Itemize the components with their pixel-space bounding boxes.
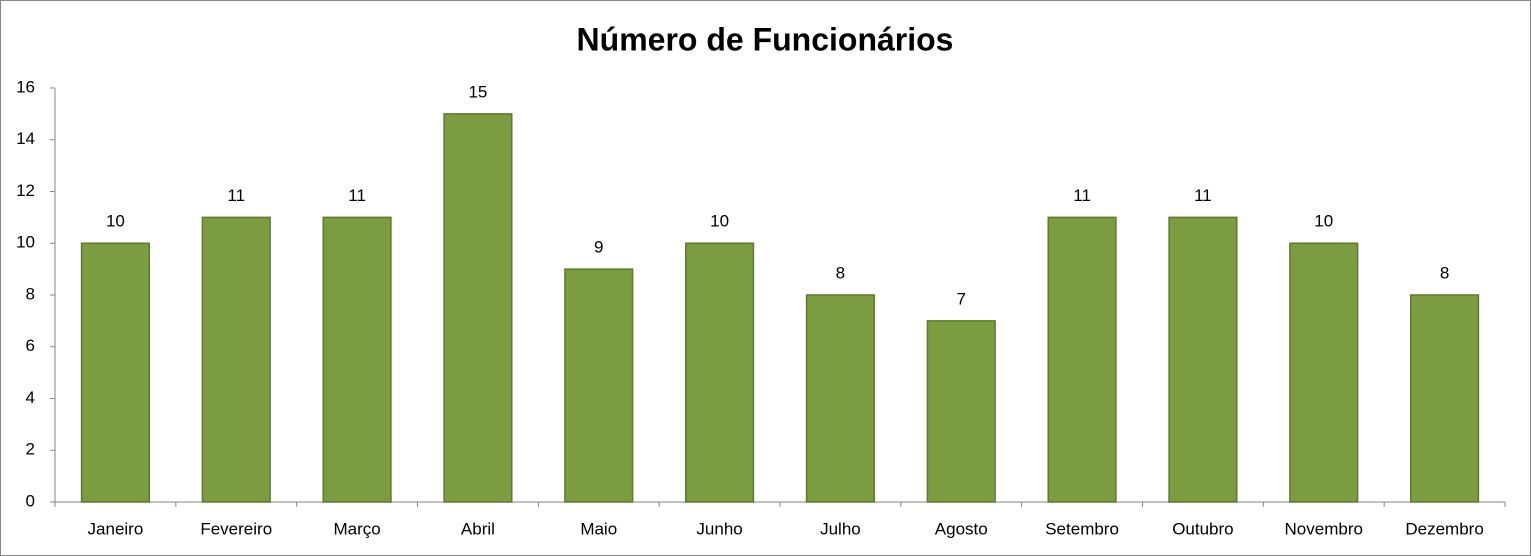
y-tick-label: 4 xyxy=(26,388,35,407)
bar xyxy=(80,242,150,503)
y-tick-label: 10 xyxy=(16,233,35,252)
bar xyxy=(1047,216,1117,503)
bar xyxy=(443,113,513,503)
data-label: 7 xyxy=(957,289,966,308)
bar xyxy=(926,320,996,503)
x-tick-label: Outubro xyxy=(1172,519,1233,538)
data-label: 10 xyxy=(106,212,125,231)
x-tick-label: Dezembro xyxy=(1405,519,1483,538)
bar xyxy=(1168,216,1238,503)
x-tick-label: Agosto xyxy=(935,519,988,538)
bar xyxy=(1410,294,1480,503)
x-tick-label: Junho xyxy=(696,519,742,538)
bar xyxy=(564,268,634,503)
y-tick-label: 12 xyxy=(16,181,35,200)
y-tick-label: 14 xyxy=(16,129,35,148)
x-tick-label: Janeiro xyxy=(88,519,144,538)
x-tick-label: Julho xyxy=(820,519,861,538)
data-label: 9 xyxy=(594,238,603,257)
bar xyxy=(1289,242,1359,503)
data-label: 10 xyxy=(710,212,729,231)
y-tick-label: 0 xyxy=(26,491,35,510)
data-label: 15 xyxy=(468,82,487,101)
bar xyxy=(201,216,271,503)
y-tick-label: 6 xyxy=(26,336,35,355)
chart-title: Número de Funcionários xyxy=(577,21,954,57)
x-tick-label: Abril xyxy=(461,519,495,538)
x-tick-label: Fevereiro xyxy=(200,519,272,538)
x-tick-label: Novembro xyxy=(1285,519,1363,538)
bar xyxy=(322,216,392,503)
y-tick-label: 16 xyxy=(16,77,35,96)
data-label: 11 xyxy=(348,186,366,205)
bar xyxy=(685,242,755,503)
data-label: 11 xyxy=(227,186,245,205)
x-tick-label: Setembro xyxy=(1045,519,1119,538)
data-label: 8 xyxy=(1440,263,1449,282)
bar xyxy=(805,294,875,503)
data-label: 11 xyxy=(1194,186,1212,205)
data-label: 10 xyxy=(1314,212,1333,231)
data-label: 11 xyxy=(1073,186,1091,205)
y-tick-label: 8 xyxy=(26,284,35,303)
x-tick-label: Março xyxy=(333,519,380,538)
x-tick-label: Maio xyxy=(580,519,617,538)
y-tick-label: 2 xyxy=(26,440,35,459)
data-label: 8 xyxy=(836,263,845,282)
